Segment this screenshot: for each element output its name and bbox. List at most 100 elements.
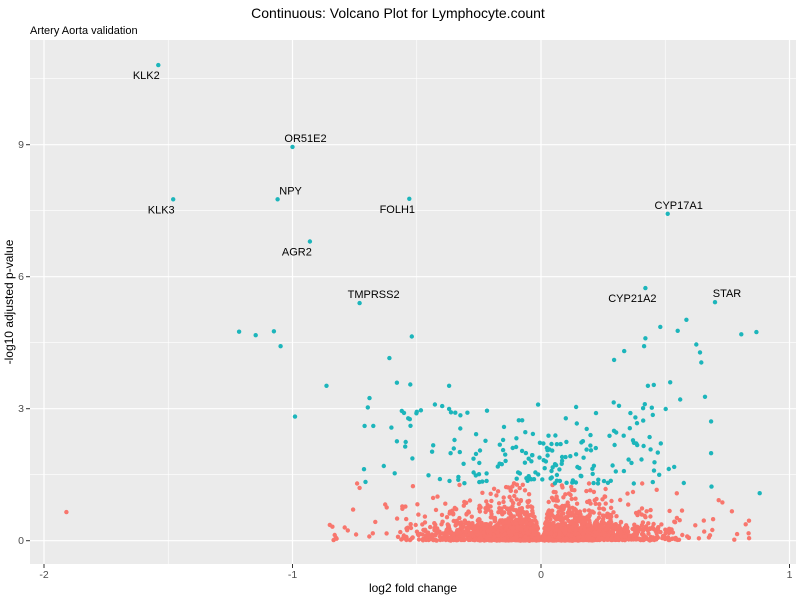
data-point (658, 529, 663, 535)
data-point (627, 533, 632, 538)
data-point (463, 529, 468, 534)
data-point (637, 536, 642, 542)
data-point (642, 402, 647, 407)
data-point (616, 403, 622, 408)
data-point (542, 466, 547, 471)
data-point (593, 501, 598, 506)
data-point (502, 536, 507, 541)
data-point (515, 524, 520, 530)
data-point (648, 507, 653, 513)
data-point (448, 536, 453, 541)
data-point (599, 536, 605, 541)
data-point (432, 402, 438, 407)
data-point (694, 342, 699, 347)
data-point (572, 515, 578, 520)
data-point (461, 461, 466, 466)
data-point (573, 528, 578, 533)
data-point (554, 494, 559, 499)
data-point (757, 491, 762, 496)
data-point (510, 526, 515, 531)
data-point (434, 531, 439, 536)
chart-subtitle: Artery Aorta validation (30, 25, 138, 37)
data-point (628, 410, 633, 416)
data-point (495, 464, 500, 469)
gene-point (357, 300, 362, 306)
data-point (553, 490, 558, 495)
data-point (608, 519, 613, 524)
data-point (278, 344, 283, 349)
data-point (557, 478, 563, 484)
gene-point (171, 197, 176, 202)
data-point (553, 433, 558, 438)
data-point (531, 477, 537, 482)
data-point (451, 446, 456, 451)
data-point (495, 530, 500, 535)
data-point (565, 510, 571, 515)
data-point (509, 532, 514, 537)
data-point (658, 441, 663, 446)
data-point (609, 523, 614, 528)
data-point (426, 534, 431, 539)
data-point (602, 494, 607, 499)
data-point (545, 453, 550, 458)
data-point (631, 481, 636, 486)
data-point (679, 508, 685, 513)
data-point (553, 538, 559, 543)
data-point (610, 463, 615, 468)
data-point (559, 454, 565, 460)
data-point (447, 530, 453, 536)
data-point (519, 518, 525, 524)
data-point (575, 518, 580, 524)
data-point (454, 518, 459, 523)
data-point (498, 506, 504, 511)
data-point (430, 537, 436, 543)
data-point (431, 443, 436, 448)
data-point (576, 535, 581, 540)
data-point (593, 410, 599, 416)
data-point (732, 537, 737, 542)
data-point (503, 452, 508, 457)
data-point (549, 525, 554, 531)
data-point (420, 538, 426, 543)
data-point (651, 382, 656, 388)
data-point (754, 329, 759, 335)
data-point (569, 537, 574, 543)
data-point (557, 467, 562, 472)
data-point (367, 534, 372, 539)
data-point (517, 471, 523, 476)
data-point (654, 487, 659, 492)
data-point (422, 514, 428, 519)
data-point (605, 480, 611, 485)
data-point (484, 471, 489, 476)
data-point (327, 522, 332, 528)
data-point (342, 525, 347, 530)
data-point (563, 416, 568, 421)
data-point (506, 508, 511, 513)
gene-label: KLK2 (133, 70, 160, 82)
data-point (588, 448, 594, 453)
data-point (663, 527, 668, 532)
data-point (492, 517, 498, 523)
data-point (563, 527, 568, 532)
data-point (455, 528, 460, 533)
data-point (429, 449, 435, 454)
data-point (581, 537, 586, 542)
data-point (618, 497, 623, 503)
data-point (652, 537, 657, 543)
data-point (668, 380, 673, 385)
data-point (569, 496, 574, 502)
data-point (552, 462, 558, 467)
data-point (639, 506, 645, 511)
data-point (517, 485, 522, 491)
data-point (484, 535, 489, 541)
chart-title: Continuous: Volcano Plot for Lymphocyte.… (251, 5, 545, 21)
data-point (640, 406, 646, 411)
data-point (523, 534, 528, 539)
gene-label: TMPRSS2 (348, 289, 400, 301)
data-point (557, 516, 562, 521)
data-point (440, 403, 445, 409)
gene-point (643, 285, 648, 291)
data-point (389, 425, 394, 430)
data-point (639, 523, 645, 528)
data-point (558, 441, 563, 447)
